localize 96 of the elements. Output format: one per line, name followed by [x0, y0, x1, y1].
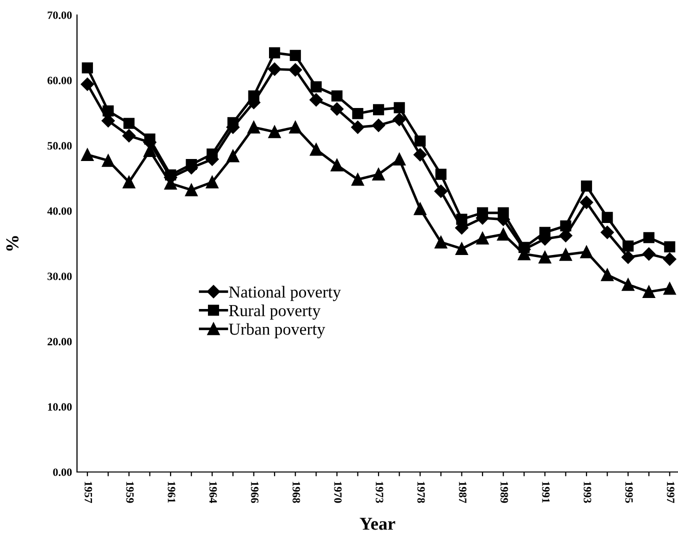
point	[351, 120, 364, 134]
point	[476, 207, 488, 218]
x-tick-label: 1991	[542, 482, 550, 503]
legend-label: Urban poverty	[228, 323, 326, 338]
point	[331, 90, 343, 102]
point	[663, 282, 676, 295]
x-tick-label: 1989	[500, 482, 508, 503]
x-tick-label: 1964	[209, 482, 217, 504]
point	[497, 228, 510, 241]
point	[102, 105, 114, 117]
point	[476, 232, 489, 245]
x-tick-label: 1997	[666, 482, 674, 503]
point	[455, 242, 468, 255]
point	[186, 158, 197, 170]
point	[414, 148, 427, 162]
point	[394, 102, 405, 114]
point	[393, 153, 406, 166]
point	[80, 78, 94, 91]
point	[185, 184, 198, 196]
point	[330, 158, 344, 172]
point	[435, 168, 446, 180]
point	[372, 168, 385, 181]
y-tick-label: 60.00	[48, 76, 72, 84]
point	[289, 121, 302, 134]
point	[268, 126, 281, 138]
x-tick-label: 1968	[292, 482, 300, 503]
point	[642, 247, 656, 261]
y-tick-label: 30.00	[48, 272, 72, 280]
point	[372, 118, 386, 132]
y-tick-label: 10.00	[48, 403, 72, 411]
point	[310, 143, 322, 156]
y-tick-label: 20.00	[48, 338, 72, 346]
x-tick-label: 1957	[84, 482, 92, 503]
point	[664, 241, 676, 252]
point	[206, 176, 218, 188]
point	[580, 246, 593, 258]
point	[622, 250, 635, 264]
point	[643, 232, 654, 244]
x-tick-label: 1966	[250, 482, 258, 503]
point	[622, 278, 634, 291]
point	[602, 212, 613, 223]
legend-label: National poverty	[228, 286, 341, 302]
x-tick-label: 1995	[625, 482, 633, 503]
y-tick-label: 70.00	[48, 11, 72, 20]
point	[330, 102, 344, 116]
point	[622, 240, 634, 252]
point	[560, 220, 572, 232]
point	[122, 176, 136, 188]
x-tick-label: 1993	[584, 482, 592, 503]
y-axis-title: %	[6, 236, 19, 251]
x-tick-label: 1961	[168, 482, 176, 503]
x-tick-label: 1970	[334, 482, 342, 503]
point	[456, 214, 468, 225]
point	[226, 150, 240, 162]
point	[269, 47, 280, 58]
point	[82, 62, 93, 74]
point	[351, 173, 364, 186]
point	[642, 286, 656, 298]
point	[538, 250, 552, 264]
y-tick-label: 50.00	[48, 142, 72, 150]
point	[122, 129, 136, 142]
x-axis-title: Year	[360, 518, 396, 530]
point	[663, 252, 676, 266]
point	[414, 135, 426, 147]
point	[580, 180, 592, 192]
point	[123, 118, 135, 129]
point	[392, 112, 406, 126]
point	[580, 196, 594, 209]
point	[81, 148, 94, 161]
point	[559, 248, 572, 261]
point	[601, 268, 614, 282]
point	[290, 50, 301, 62]
point	[352, 108, 364, 120]
y-tick-label: 40.00	[47, 207, 72, 215]
x-tick-label: 1973	[376, 482, 384, 503]
point	[414, 202, 426, 216]
point	[310, 93, 323, 106]
point	[434, 236, 448, 248]
point	[206, 148, 218, 160]
point	[288, 63, 302, 76]
x-tick-label: 1987	[458, 482, 466, 503]
point	[102, 154, 114, 167]
point	[248, 121, 260, 134]
point	[434, 184, 448, 198]
point	[372, 104, 384, 116]
legend-label: Rural poverty	[228, 304, 321, 320]
point	[539, 226, 550, 238]
x-tick-label: 1978	[417, 482, 425, 503]
point	[268, 62, 282, 76]
point	[310, 81, 322, 92]
point	[559, 229, 572, 242]
point	[248, 90, 260, 102]
point	[498, 207, 509, 218]
x-tick-label: 1959	[126, 482, 134, 503]
y-tick-label: 0.00	[53, 468, 72, 476]
point	[600, 226, 614, 239]
